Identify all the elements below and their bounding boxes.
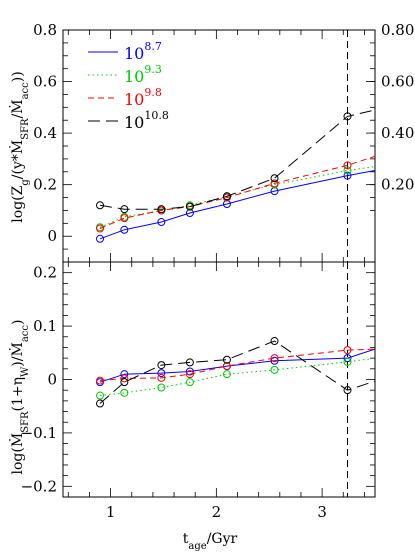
y-tick-label: 0.1 [33,317,57,335]
y-tick-label: 0.6 [33,73,57,91]
data-point [96,234,105,243]
data-point [270,356,279,365]
data-point [343,357,352,366]
series-line [99,357,375,396]
series-3 [96,346,375,385]
data-point [96,399,105,408]
data-point [157,361,166,370]
data-point [120,214,129,223]
series-1 [96,170,375,243]
data-point [343,346,352,355]
data-point [157,373,166,382]
data-point [120,374,129,383]
data-point [270,354,279,363]
data-point [120,370,129,379]
data-point [185,378,194,387]
data-point [343,354,352,363]
data-point [185,370,194,379]
data-point [270,365,279,374]
series-line [99,166,375,228]
data-point [343,386,352,395]
right-tick-label: 0.80 [381,21,414,39]
y-tick-label: 0.8 [33,21,57,39]
top-ylabel: log(Zg/(y*ṀSFR/Ṁacc)) [8,71,31,222]
data-point [270,337,279,346]
series-line [99,170,375,240]
data-point [270,179,279,188]
data-point [185,358,194,367]
data-point [120,225,129,234]
data-point [157,218,166,227]
plot-frame [62,29,376,263]
data-point [96,376,105,385]
y-tick-label: 0.2 [33,176,57,194]
data-point [157,369,166,378]
series-line [99,155,375,229]
series-line [99,348,375,382]
series-2 [96,357,375,400]
data-point [96,224,105,233]
data-point [185,202,194,211]
data-point [185,209,194,218]
data-point [222,370,231,379]
data-point [222,362,231,371]
legend-label: 1010.8 [124,109,169,132]
series-line [99,340,375,404]
data-point [222,200,231,208]
x-axis-label: tage/Gyr [183,531,238,552]
bottom-ylabel: log(ṀSFR(1+ηW)/Ṁacc) [8,320,31,475]
series-2 [96,166,375,232]
data-point [343,171,352,180]
y-tick-label: 0 [47,371,57,389]
legend-label: 108.7 [124,40,162,63]
y-tick-label: 0.4 [33,124,57,142]
x-tick-label: 1 [106,503,116,521]
data-point [96,391,105,400]
axis-labels: log(Zg/(y*ṀSFR/Ṁacc)) log(ṀSFR(1+ηW)/Ṁac… [8,71,238,551]
right-tick-label: 0.40 [381,124,414,142]
series-line [99,109,375,210]
data-point [96,201,105,210]
y-tick-label: 0.2 [33,264,57,282]
data-point [343,112,352,121]
series-4 [96,337,375,408]
data-point [343,166,352,175]
x-tick-label: 3 [317,503,327,521]
data-point [222,192,231,201]
data-point [270,187,279,196]
data-point [157,383,166,392]
series-line [99,348,375,383]
right-tick-label: 0.20 [381,176,414,194]
top-panel: 00.20.40.60.8 0.800.600.400.20108.7109.31… [33,21,414,263]
data-point [120,388,129,397]
data-point [157,205,166,214]
series-4 [96,109,375,214]
data-point [343,161,352,170]
legend-label: 109.3 [124,63,162,86]
y-tick-label: 0 [47,227,57,245]
right-tick-label: 0.60 [381,73,414,91]
y-tick-label: −0.1 [21,424,57,442]
bottom-panel: −0.2 −0.1 0 0.1 0.2 1 2 3 [21,261,376,521]
data-point [185,367,194,376]
data-point [120,378,129,387]
data-point [270,174,279,183]
data-point [120,205,129,214]
x-tick-label: 2 [212,503,222,521]
y-tick-label: −0.2 [21,477,57,495]
legend-label: 109.8 [124,86,162,109]
data-point [222,355,231,364]
